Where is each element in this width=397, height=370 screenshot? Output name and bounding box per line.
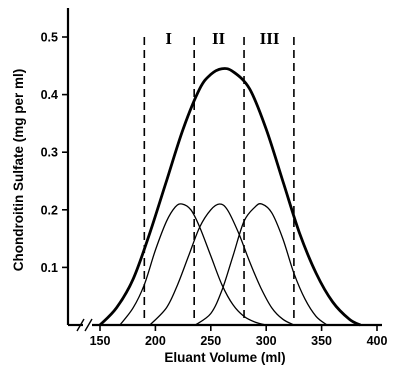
x-tick-label: 200	[145, 334, 166, 348]
total-elution-curve	[98, 67, 362, 327]
y-tick-label: 0.3	[41, 146, 58, 160]
fraction-label: II	[212, 29, 226, 48]
axis-break-mark	[76, 318, 85, 332]
x-tick-label: 400	[367, 334, 388, 348]
x-tick-label: 150	[90, 334, 111, 348]
component-elution-curve-2	[149, 203, 295, 326]
y-axis-title: Chondroitin Sulfate (mg per ml)	[11, 69, 26, 272]
x-tick-label: 300	[256, 334, 277, 348]
y-tick-label: 0.2	[41, 203, 58, 217]
axis-break-mark	[84, 318, 93, 332]
x-axis-title: Eluant Volume (ml)	[164, 350, 285, 365]
x-tick-label: 350	[311, 334, 332, 348]
component-elution-curve-3	[194, 203, 328, 326]
fraction-label: I	[165, 29, 172, 48]
fraction-label: III	[260, 29, 280, 48]
y-tick-label: 0.4	[41, 88, 58, 102]
y-tick-label: 0.5	[41, 31, 58, 45]
y-tick-label: 0.1	[41, 261, 58, 275]
x-tick-label: 250	[200, 334, 221, 348]
component-elution-curve-1	[119, 203, 267, 326]
